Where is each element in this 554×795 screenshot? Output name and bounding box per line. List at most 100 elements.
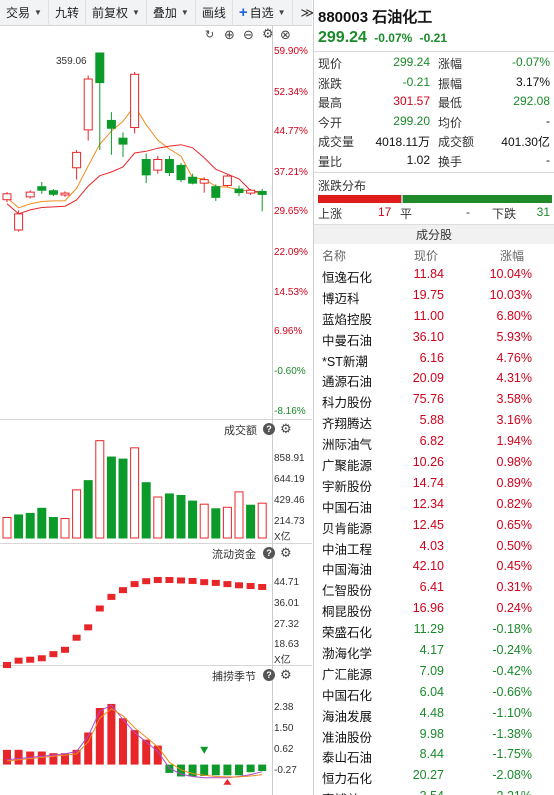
constituent-row[interactable]: 中国石化 6.04 -0.66% [314,682,554,703]
y-tick: 29.65% [274,206,308,217]
gear-icon[interactable]: ⚙ [280,667,292,682]
candle-body [234,188,244,194]
adjust-menu-button[interactable]: 前复权 ▼ [86,0,147,26]
capital-bar [107,593,116,600]
constituent-row[interactable]: 海油发展 4.48 -1.10% [314,703,554,724]
trade-menu-button[interactable]: 交易 ▼ [0,0,49,26]
quote-label: 最高 [318,96,343,110]
info-icon[interactable]: ? [263,547,275,559]
up-segment [318,195,401,203]
quote-value: - [546,152,550,167]
quote-value: 3.17% [515,74,550,89]
constituent-row[interactable]: 渤海化学 4.17 -0.24% [314,640,554,661]
add-watchlist-button[interactable]: + 自选 ▼ [233,0,293,26]
overlay-menu-button[interactable]: 叠加 ▼ [147,0,196,26]
constituent-row[interactable]: 中国石油 12.34 0.82% [314,494,554,515]
candle-body [246,189,256,194]
stock-price: 20.27 [412,768,444,783]
moving-average-line [6,144,263,215]
season-bar [107,703,116,765]
stock-change: 6.80% [496,308,532,323]
candle-body [118,137,128,145]
capital-bar [258,583,267,590]
stock-change: 0.98% [496,455,532,470]
gear-icon[interactable]: ⚙ [280,421,292,436]
capital-bar [142,578,151,585]
y-tick: 27.32 [274,619,300,630]
season-bar [246,764,255,773]
volume-panel[interactable]: 成交额 ? ⚙ 858.91 644.19 429.46 214.73 X亿 [0,420,312,544]
constituent-row[interactable]: 桐昆股份 16.96 0.24% [314,598,554,619]
volume-bar [14,514,24,539]
constituent-row[interactable]: 广汇能源 7.09 -0.42% [314,661,554,682]
constituent-row[interactable]: 贝肯能源 12.45 0.65% [314,515,554,536]
constituent-row[interactable]: 仁智股份 6.41 0.31% [314,577,554,598]
volume-bar [48,517,58,539]
constituent-row[interactable]: *ST新潮 6.16 4.76% [314,348,554,369]
constituent-row[interactable]: 齐翔腾达 5.88 3.16% [314,410,554,431]
change-value: -0.21 [419,31,448,45]
header-name[interactable]: 名称 [322,249,347,263]
constituent-row[interactable]: 广聚能源 10.26 0.98% [314,452,554,473]
constituent-row[interactable]: 中国海油 42.10 0.45% [314,556,554,577]
chart-pane[interactable]: 交易 ▼ 九转 前复权 ▼ 叠加 ▼ 画线 + 自选 ▼ ≫ ↻ ⊕ ⊖ ⚙ ⊗ 59.9… [0,0,324,795]
constituent-row[interactable]: 准油股份 9.98 -1.38% [314,724,554,745]
constituent-row[interactable]: 洲际油气 6.82 1.94% [314,431,554,452]
constituent-row[interactable]: 科力股份 75.76 3.58% [314,389,554,410]
nine-turn-button[interactable]: 九转 [49,0,86,26]
stock-change: 10.03% [489,287,532,302]
capital-panel-title: 流动资金 [212,549,256,561]
quote-row: 成交量 4018.11万 成交额 401.30亿 [314,131,554,150]
stock-name: 荣盛石化 [322,626,373,641]
caret-down-icon: ▼ [277,8,286,17]
capital-panel[interactable]: 流动资金 ? ⚙ 44.71 36.01 27.32 18.63 X亿 [0,544,312,669]
draw-line-button[interactable]: 画线 [196,0,233,26]
plus-icon: + [238,4,248,21]
quote-value: 292.08 [513,94,550,108]
constituent-row[interactable]: 泰山石油 8.44 -1.75% [314,744,554,765]
candle-body [25,191,35,198]
y-tick: 44.77% [274,126,308,137]
season-panel[interactable]: 捕捞季节 ? ⚙ 2.38 1.50 0.62 -0.27 [0,666,312,795]
stock-name: 准油股份 [322,730,373,745]
axis-divider [272,26,273,420]
constituent-row[interactable]: 恒逸石化 11.84 10.04% [314,264,554,285]
capital-bar [26,656,35,663]
constituent-row[interactable]: 博迈科 19.75 10.03% [314,285,554,306]
stock-price: 12.45 [412,517,444,532]
header-price[interactable]: 现价 [414,249,439,263]
season-bar [188,764,197,777]
constituent-row[interactable]: 荣盛石化 11.29 -0.18% [314,619,554,640]
refresh-icon[interactable]: ↻ [205,29,215,41]
zoom-out-icon[interactable]: ⊖ [243,27,254,42]
stock-name: *ST新潮 [322,354,368,369]
gear-icon[interactable]: ⚙ [280,545,292,560]
constituent-row[interactable]: 惠博普 3.54 -2.21% [314,786,554,795]
constituent-row[interactable]: 恒力石化 20.27 -2.08% [314,765,554,786]
volume-bar [211,508,221,539]
stock-price: 9.98 [419,726,444,741]
stock-price: 20.09 [412,371,444,386]
quote-value: 299.20 [393,113,430,128]
constituent-row[interactable]: 中曼石油 36.10 5.93% [314,327,554,348]
header-change[interactable]: 涨幅 [500,249,525,263]
constituent-row[interactable]: 通源石油 20.09 4.31% [314,368,554,389]
flat-segment [400,195,403,203]
info-icon[interactable]: ? [263,423,275,435]
capital-bar [37,655,46,662]
volume-bar [25,512,35,539]
constituent-row[interactable]: 蓝焰控股 11.00 6.80% [314,306,554,327]
quote-label: 最低 [438,96,463,110]
stock-change: 3.16% [496,413,532,428]
info-icon[interactable]: ? [263,669,275,681]
zoom-in-icon[interactable]: ⊕ [224,27,235,42]
constituent-row[interactable]: 宇新股份 14.74 0.89% [314,473,554,494]
trade-menu-label: 交易 [6,6,31,20]
constituent-row[interactable]: 中油工程 4.03 0.50% [314,536,554,557]
kline-panel[interactable]: ↻ ⊕ ⊖ ⚙ ⊗ 59.90% 52.34% 44.77% 37.21% 29… [0,26,312,420]
gear-icon[interactable]: ⚙ [262,26,274,41]
close-icon[interactable]: ⊗ [280,27,291,42]
index-code: 880003 [318,9,369,26]
season-bar [84,732,93,765]
stock-name: 贝肯能源 [322,521,373,536]
